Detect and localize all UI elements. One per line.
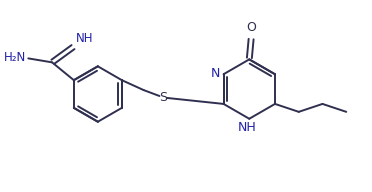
Text: H₂N: H₂N [4, 51, 26, 64]
Text: NH: NH [76, 31, 93, 45]
Text: S: S [160, 91, 167, 104]
Text: O: O [246, 21, 256, 34]
Text: N: N [211, 67, 221, 80]
Text: NH: NH [238, 121, 257, 134]
